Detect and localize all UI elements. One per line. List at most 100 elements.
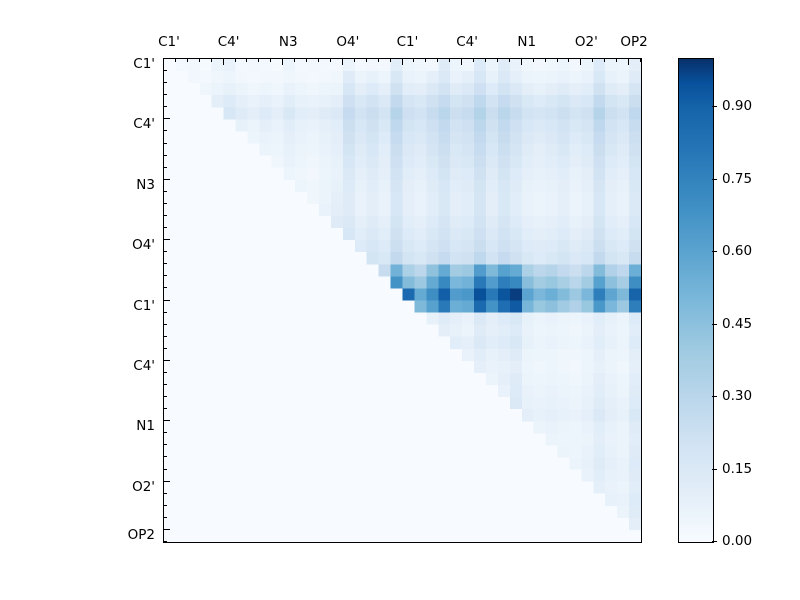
- x-tick-minor: [318, 58, 320, 62]
- y-tick-minor: [163, 456, 167, 458]
- x-tick-label: O2': [574, 34, 598, 50]
- x-tick-minor: [246, 58, 248, 62]
- y-tick-label: C1': [133, 56, 155, 73]
- y-tick-minor: [163, 432, 167, 434]
- y-tick-minor: [163, 190, 167, 192]
- x-tick-major: [222, 58, 224, 65]
- x-tick-major: [461, 58, 463, 65]
- x-tick-major: [401, 58, 403, 65]
- colorbar-tick: [712, 396, 717, 398]
- x-tick-label: C1': [396, 34, 419, 50]
- x-tick-label: N3: [278, 34, 298, 50]
- y-tick-minor: [163, 347, 167, 349]
- colorbar-tick: [712, 323, 717, 325]
- x-tick-label: N1: [517, 34, 537, 50]
- x-tick-major: [628, 58, 630, 65]
- y-tick-minor: [163, 263, 167, 265]
- y-tick-label: C1': [133, 297, 155, 314]
- x-tick-major: [282, 58, 284, 65]
- x-tick-minor: [186, 58, 188, 62]
- heatmap-image: [164, 59, 641, 542]
- x-tick-minor: [556, 58, 558, 62]
- x-tick-label: C1': [158, 34, 180, 50]
- y-tick-minor: [163, 541, 167, 542]
- y-tick-major: [163, 58, 170, 59]
- y-tick-minor: [163, 408, 167, 410]
- x-tick-minor: [413, 58, 415, 62]
- colorbar-tick-label: 0.45: [722, 315, 753, 332]
- y-tick-major: [163, 118, 170, 120]
- y-tick-minor: [163, 396, 167, 398]
- heatmap-pixels: [164, 59, 641, 542]
- x-tick-minor: [389, 58, 391, 62]
- y-tick-minor: [163, 106, 167, 108]
- x-tick-minor: [473, 58, 475, 62]
- x-tick-major: [341, 58, 343, 65]
- y-tick-minor: [163, 311, 167, 313]
- y-tick-minor: [163, 154, 167, 156]
- y-tick-minor: [163, 444, 167, 446]
- colorbar-tick: [712, 468, 717, 470]
- x-tick-major: [163, 58, 164, 65]
- y-tick-minor: [163, 275, 167, 277]
- y-tick-major: [163, 359, 170, 361]
- colorbar: [678, 58, 714, 543]
- x-tick-major: [520, 58, 522, 65]
- y-tick-minor: [163, 504, 167, 506]
- x-tick-minor: [234, 58, 236, 62]
- colorbar-tick-label: 0.75: [722, 170, 753, 187]
- y-tick-minor: [163, 323, 167, 325]
- x-tick-major: [580, 58, 582, 65]
- y-tick-label: N3: [136, 176, 155, 193]
- x-tick-minor: [174, 58, 176, 62]
- y-tick-minor: [163, 82, 167, 84]
- colorbar-tick: [712, 178, 717, 180]
- x-tick-minor: [198, 58, 200, 62]
- x-tick-label: C4': [456, 34, 478, 50]
- x-tick-minor: [210, 58, 212, 62]
- colorbar-tick-label: 0.00: [722, 533, 753, 549]
- y-tick-label: C4': [133, 357, 155, 374]
- y-tick-minor: [163, 227, 167, 229]
- y-tick-minor: [163, 335, 167, 337]
- y-tick-minor: [163, 516, 167, 518]
- x-tick-minor: [640, 58, 641, 62]
- x-tick-minor: [604, 58, 606, 62]
- y-tick-minor: [163, 251, 167, 253]
- colorbar-tick: [712, 106, 717, 108]
- colorbar-tick: [712, 251, 717, 253]
- y-tick-minor: [163, 166, 167, 168]
- y-tick-major: [163, 178, 170, 180]
- x-tick-minor: [532, 58, 534, 62]
- y-tick-label: N1: [136, 418, 155, 435]
- y-tick-minor: [163, 492, 167, 494]
- x-tick-label: C4': [217, 34, 240, 50]
- colorbar-tick-label: 0.90: [722, 98, 753, 115]
- y-tick-minor: [163, 371, 167, 373]
- x-tick-minor: [306, 58, 308, 62]
- y-tick-major: [163, 299, 170, 301]
- colorbar-tick-label: 0.30: [722, 388, 753, 405]
- y-tick-minor: [163, 70, 167, 72]
- x-tick-minor: [544, 58, 546, 62]
- x-tick-minor: [377, 58, 379, 62]
- colorbar-tick-label: 0.60: [722, 243, 753, 260]
- x-tick-minor: [329, 58, 331, 62]
- x-tick-minor: [270, 58, 272, 62]
- y-tick-label: O4': [132, 237, 155, 254]
- y-tick-major: [163, 420, 170, 422]
- x-tick-minor: [496, 58, 498, 62]
- x-tick-minor: [484, 58, 486, 62]
- x-tick-minor: [365, 58, 367, 62]
- x-tick-label: OP2: [620, 34, 648, 50]
- y-tick-major: [163, 239, 170, 241]
- colorbar-tick: [712, 541, 717, 542]
- x-tick-minor: [258, 58, 260, 62]
- y-tick-label: C4': [133, 116, 155, 133]
- y-tick-major: [163, 480, 170, 482]
- x-tick-minor: [437, 58, 439, 62]
- y-tick-minor: [163, 130, 167, 132]
- x-tick-minor: [592, 58, 594, 62]
- x-tick-minor: [616, 58, 618, 62]
